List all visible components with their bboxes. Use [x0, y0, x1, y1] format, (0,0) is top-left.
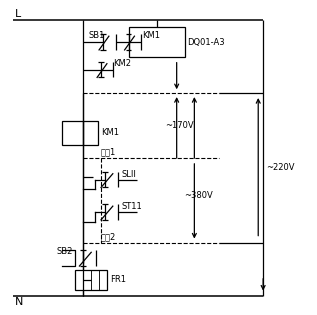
Text: 线芯2: 线芯2	[101, 232, 116, 242]
Text: ST11: ST11	[122, 202, 142, 211]
Text: FR1: FR1	[110, 275, 126, 284]
Text: N: N	[15, 297, 23, 307]
Bar	[62, 121, 98, 145]
Text: SB2: SB2	[57, 247, 73, 256]
Text: KM1: KM1	[101, 129, 119, 137]
Text: KM1: KM1	[142, 31, 160, 40]
Text: ~220V: ~220V	[266, 163, 294, 172]
Bar	[128, 27, 184, 57]
Text: 线芯1: 线芯1	[101, 147, 116, 156]
Text: KM2: KM2	[113, 59, 131, 68]
Text: ~170V: ~170V	[165, 121, 193, 130]
Text: L: L	[15, 9, 21, 20]
Text: DQ01-A3: DQ01-A3	[187, 37, 225, 47]
Text: SB1: SB1	[88, 31, 105, 40]
Bar	[75, 270, 107, 289]
Text: SLII: SLII	[122, 169, 137, 179]
Text: ~380V: ~380V	[184, 191, 213, 200]
